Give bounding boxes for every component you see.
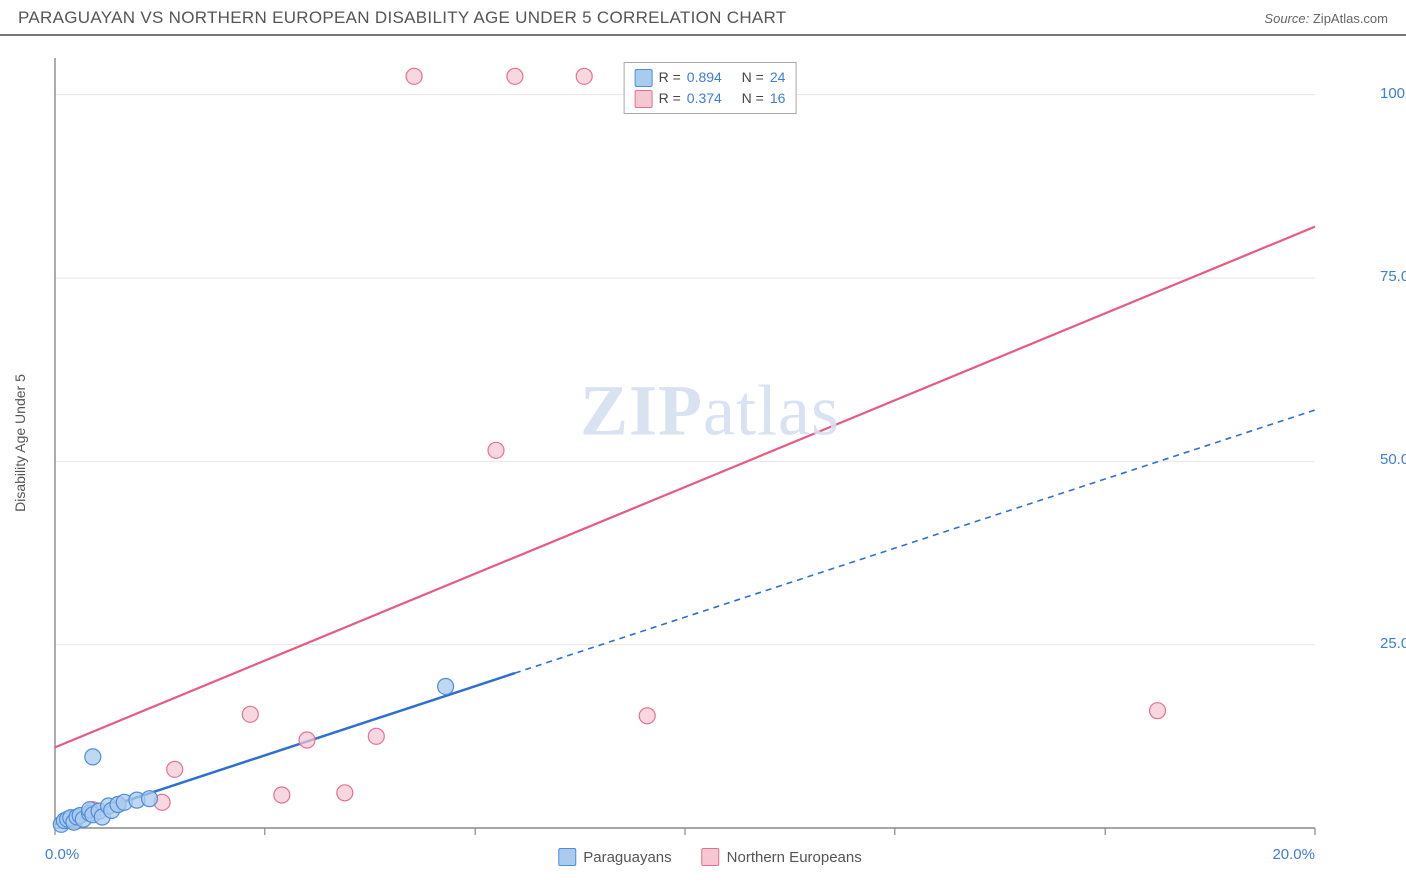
legend-swatch-0	[558, 848, 576, 866]
stats-swatch-1	[635, 90, 653, 108]
legend-label-0: Paraguayans	[583, 849, 671, 866]
series-legend: Paraguayans Northern Europeans	[558, 848, 862, 866]
source-name: ZipAtlas.com	[1313, 11, 1388, 26]
legend-swatch-1	[702, 848, 720, 866]
n-label-0: N =	[742, 67, 764, 88]
x-tick-label: 0.0%	[45, 846, 79, 863]
legend-item-0: Paraguayans	[558, 848, 671, 866]
y-axis-label: Disability Age Under 5	[12, 374, 28, 512]
y-tick-label: 100.0%	[1380, 85, 1406, 102]
legend-item-1: Northern Europeans	[702, 848, 862, 866]
stats-row-0: R = 0.894 N = 24	[635, 67, 786, 88]
r-value-0: 0.894	[687, 67, 722, 88]
stats-row-1: R = 0.374 N = 16	[635, 88, 786, 109]
y-tick-label: 25.0%	[1380, 635, 1406, 652]
plot-area: Disability Age Under 5 ZIPatlas R = 0.89…	[50, 48, 1370, 838]
n-label-1: N =	[742, 88, 764, 109]
stats-legend: R = 0.894 N = 24 R = 0.374 N = 16	[624, 62, 797, 114]
r-value-1: 0.374	[687, 88, 722, 109]
legend-label-1: Northern Europeans	[727, 849, 862, 866]
source-prefix: Source:	[1264, 11, 1309, 26]
chart-header: PARAGUAYAN VS NORTHERN EUROPEAN DISABILI…	[0, 0, 1406, 36]
x-tick-label: 20.0%	[1272, 846, 1315, 863]
chart-title: PARAGUAYAN VS NORTHERN EUROPEAN DISABILI…	[18, 8, 787, 28]
source-attribution: Source: ZipAtlas.com	[1264, 11, 1388, 26]
n-value-0: 24	[770, 67, 786, 88]
n-value-1: 16	[770, 88, 786, 109]
stats-swatch-0	[635, 69, 653, 87]
y-tick-label: 75.0%	[1380, 268, 1406, 285]
r-label-0: R =	[659, 67, 681, 88]
r-label-1: R =	[659, 88, 681, 109]
y-tick-label: 50.0%	[1380, 451, 1406, 468]
chart-svg	[50, 48, 1370, 838]
